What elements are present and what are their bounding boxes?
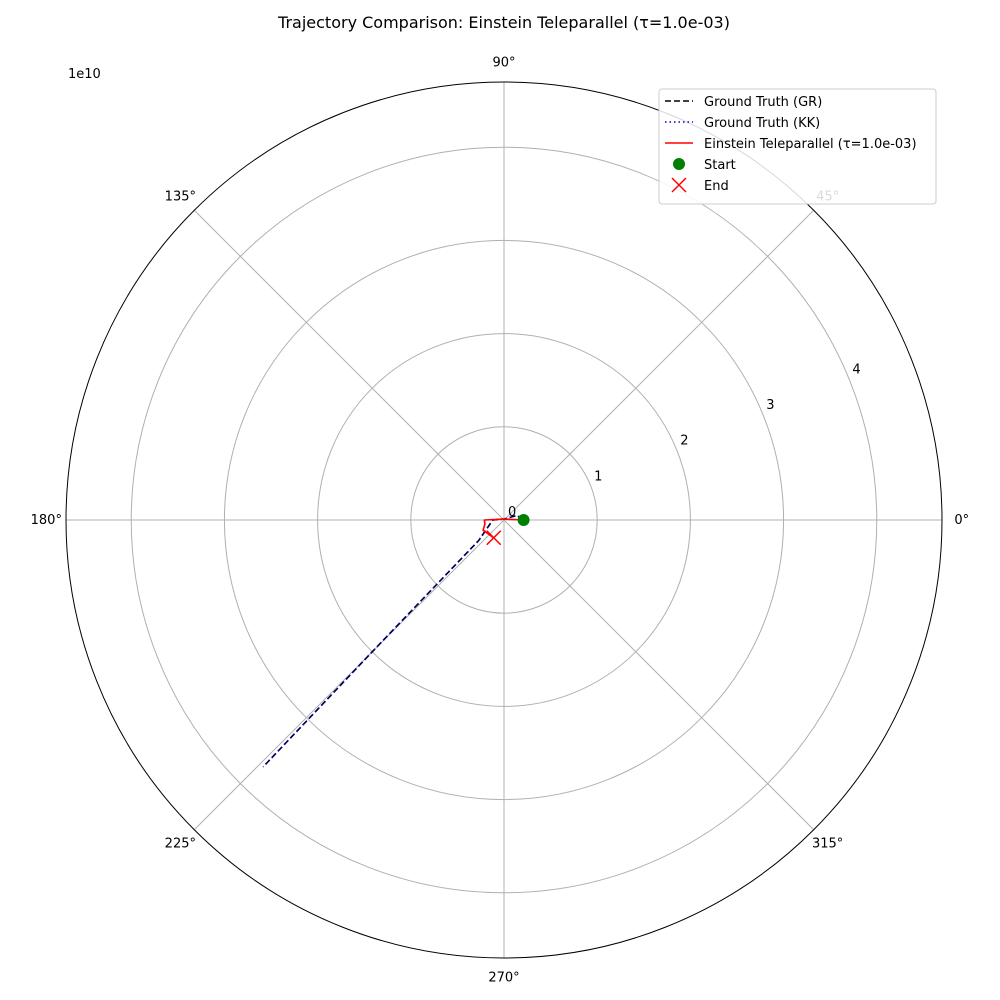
legend-label-start: Start (704, 158, 736, 173)
angle-tick-label: 0° (954, 513, 969, 528)
angle-tick-label: 315° (812, 837, 843, 852)
radial-tick-label: 0 (508, 505, 516, 520)
radial-scale-label: 1e10 (68, 67, 101, 82)
polar-frame (65, 81, 943, 959)
angular-gridline-1 (503, 209, 815, 521)
series-line-0 (262, 514, 524, 768)
grid (66, 82, 942, 958)
radial-tick-labels: 0 1 2 3 4 (508, 362, 861, 520)
angle-tick-label: 270° (488, 971, 519, 986)
end-marker (486, 530, 502, 546)
radial-tick-label: 2 (680, 434, 688, 449)
legend-label-2: Einstein Teleparallel (τ=1.0e-03) (704, 137, 917, 152)
angular-gridline-7 (503, 519, 815, 831)
series-lines (262, 514, 525, 768)
angle-tick-label: 135° (165, 189, 196, 204)
legend-label-end: End (704, 179, 729, 194)
chart-title: Trajectory Comparison: Einstein Telepara… (277, 13, 730, 32)
legend-start-swatch (673, 158, 685, 170)
radial-tick-label: 3 (766, 398, 774, 413)
series-line-1 (262, 514, 524, 768)
legend: Ground Truth (GR) Ground Truth (KK) Einste… (658, 88, 937, 205)
markers (486, 514, 530, 546)
angular-gridline-3 (193, 209, 505, 521)
legend-box (658, 88, 937, 205)
legend-end-swatch (671, 177, 687, 193)
legend-label-1: Ground Truth (KK) (704, 116, 820, 131)
angular-gridline-5 (193, 519, 505, 831)
radial-tick-label: 1 (594, 469, 602, 484)
legend-label-0: Ground Truth (GR) (704, 95, 822, 110)
radial-tick-label: 4 (852, 362, 860, 377)
angle-tick-label: 90° (492, 55, 515, 70)
angle-tick-label: 180° (31, 513, 62, 528)
angle-tick-label: 225° (165, 837, 196, 852)
series-line-2 (482, 518, 525, 539)
start-marker (517, 514, 530, 526)
